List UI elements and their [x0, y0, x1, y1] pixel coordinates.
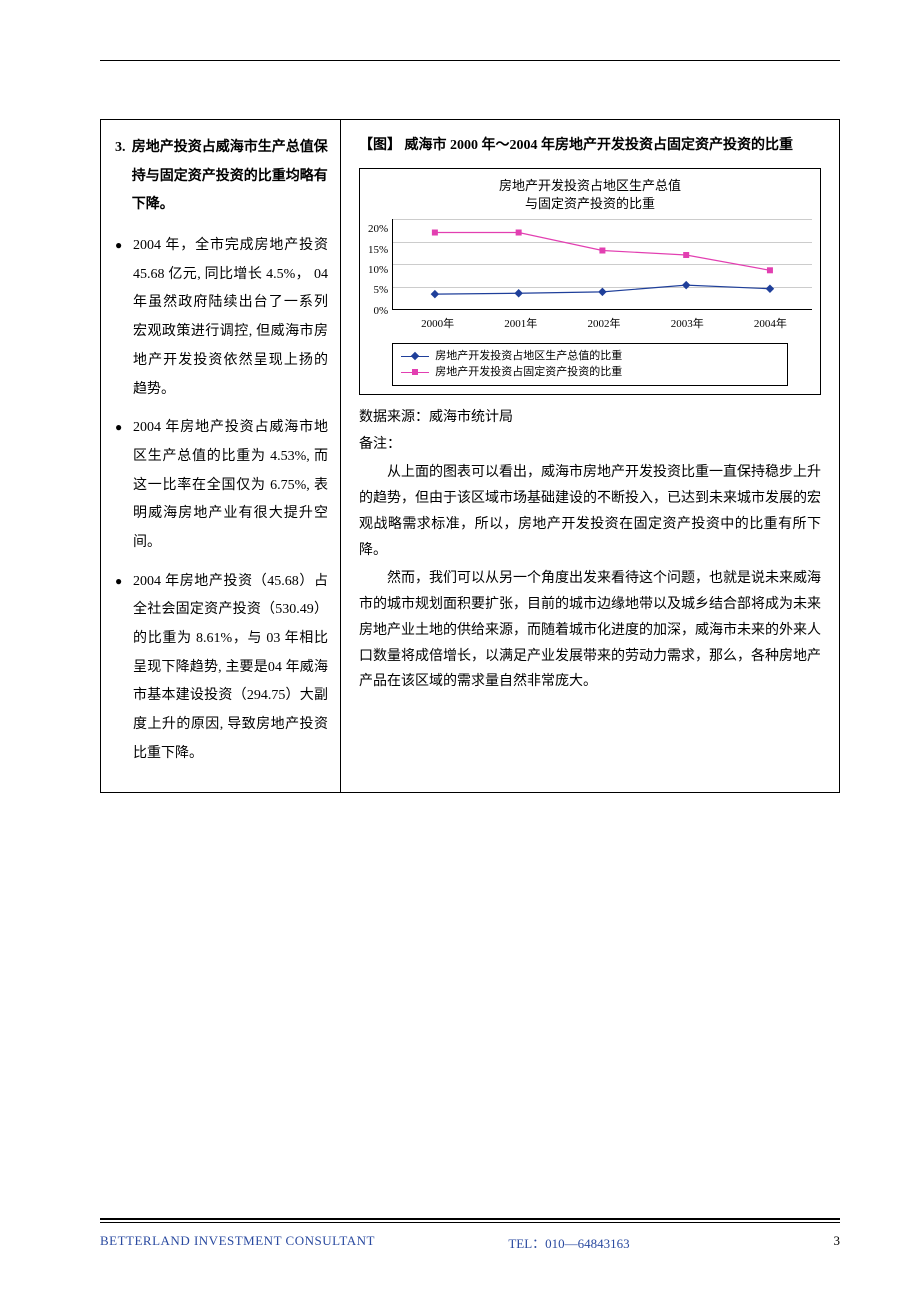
- x-tick: 2000年: [396, 314, 479, 334]
- bullet-text: 2004 年房地产投资占威海市地区生产总值的比重为 4.53%, 而这一比率在全…: [133, 420, 328, 550]
- legend-label: 房地产开发投资占固定资产投资的比重: [435, 364, 622, 381]
- legend-swatch: [401, 367, 429, 377]
- note-heading: 备注：: [359, 432, 821, 458]
- plot-area: 20% 15% 10% 5% 0%: [368, 219, 812, 310]
- y-tick: 5%: [368, 280, 388, 300]
- legend: 房地产开发投资占地区生产总值的比重 房地产开发投资占固定资产投资的比重: [392, 343, 787, 386]
- page-number: 3: [800, 1233, 840, 1252]
- content-frame: 3.房地产投资占威海市生产总值保持与固定资产投资的比重均略有下降。 2004 年…: [100, 119, 840, 793]
- footer-rule: [100, 1222, 840, 1223]
- bullet-text: 2004 年房地产投资（45.68）占全社会固定资产投资（530.49）的比重为…: [133, 574, 328, 761]
- y-tick: 10%: [368, 260, 388, 280]
- heading-text: 房地产投资占威海市生产总值保持与固定资产投资的比重均略有下降。: [132, 140, 328, 212]
- markers-svg: [393, 219, 812, 309]
- plot: [392, 219, 812, 310]
- bullet-list: 2004 年，全市完成房地产投资 45.68 亿元, 同比增长 4.5%， 04…: [115, 232, 328, 768]
- legend-swatch: [401, 351, 429, 361]
- y-tick: 20%: [368, 219, 388, 239]
- chart-title-line1: 房地产开发投资占地区生产总值: [499, 178, 681, 193]
- x-tick: 2003年: [646, 314, 729, 334]
- x-tick: 2001年: [479, 314, 562, 334]
- legend-item: 房地产开发投资占固定资产投资的比重: [401, 364, 778, 381]
- footer-company: BETTERLAND INVESTMENT CONSULTANT: [100, 1233, 508, 1252]
- section-heading: 3.房地产投资占威海市生产总值保持与固定资产投资的比重均略有下降。: [115, 134, 328, 220]
- footer-line: BETTERLAND INVESTMENT CONSULTANT TEL：010…: [100, 1233, 840, 1252]
- page: 3.房地产投资占威海市生产总值保持与固定资产投资的比重均略有下降。 2004 年…: [0, 0, 920, 1302]
- legend-label: 房地产开发投资占地区生产总值的比重: [435, 348, 622, 365]
- figure-title: 【图】 威海市 2000 年～2004 年房地产开发投资占固定资产投资的比重: [359, 134, 821, 158]
- list-item: 2004 年房地产投资占威海市地区生产总值的比重为 4.53%, 而这一比率在全…: [115, 414, 328, 557]
- footer: BETTERLAND INVESTMENT CONSULTANT TEL：010…: [100, 1218, 840, 1252]
- list-item: 2004 年，全市完成房地产投资 45.68 亿元, 同比增长 4.5%， 04…: [115, 232, 328, 404]
- paragraph: 然而，我们可以从另一个角度出发来看待这个问题，也就是说未来威海市的城市规划面积要…: [359, 566, 821, 695]
- paragraph: 从上面的图表可以看出，威海市房地产开发投资比重一直保持稳步上升的趋势，但由于该区…: [359, 460, 821, 564]
- heading-number: 3.: [115, 134, 132, 163]
- legend-item: 房地产开发投资占地区生产总值的比重: [401, 348, 778, 365]
- right-column: 【图】 威海市 2000 年～2004 年房地产开发投资占固定资产投资的比重 房…: [341, 120, 839, 792]
- y-axis: 20% 15% 10% 5% 0%: [368, 219, 392, 309]
- data-source: 数据来源：威海市统计局: [359, 405, 821, 431]
- x-axis: 2000年 2001年 2002年 2003年 2004年: [396, 314, 812, 334]
- bullet-text: 2004 年，全市完成房地产投资 45.68 亿元, 同比增长 4.5%， 04…: [133, 238, 328, 396]
- footer-tel: TEL：010—64843163: [508, 1233, 800, 1252]
- x-tick: 2004年: [729, 314, 812, 334]
- y-tick: 15%: [368, 240, 388, 260]
- chart-container: 房地产开发投资占地区生产总值 与固定资产投资的比重 20% 15% 10% 5%…: [359, 168, 821, 395]
- x-tick: 2002年: [562, 314, 645, 334]
- left-column: 3.房地产投资占威海市生产总值保持与固定资产投资的比重均略有下降。 2004 年…: [101, 120, 341, 792]
- list-item: 2004 年房地产投资（45.68）占全社会固定资产投资（530.49）的比重为…: [115, 568, 328, 769]
- y-tick: 0%: [368, 301, 388, 321]
- top-rule: [100, 60, 840, 61]
- chart-title-line2: 与固定资产投资的比重: [525, 196, 655, 211]
- chart-title: 房地产开发投资占地区生产总值 与固定资产投资的比重: [368, 177, 812, 213]
- footer-rule: [100, 1218, 840, 1220]
